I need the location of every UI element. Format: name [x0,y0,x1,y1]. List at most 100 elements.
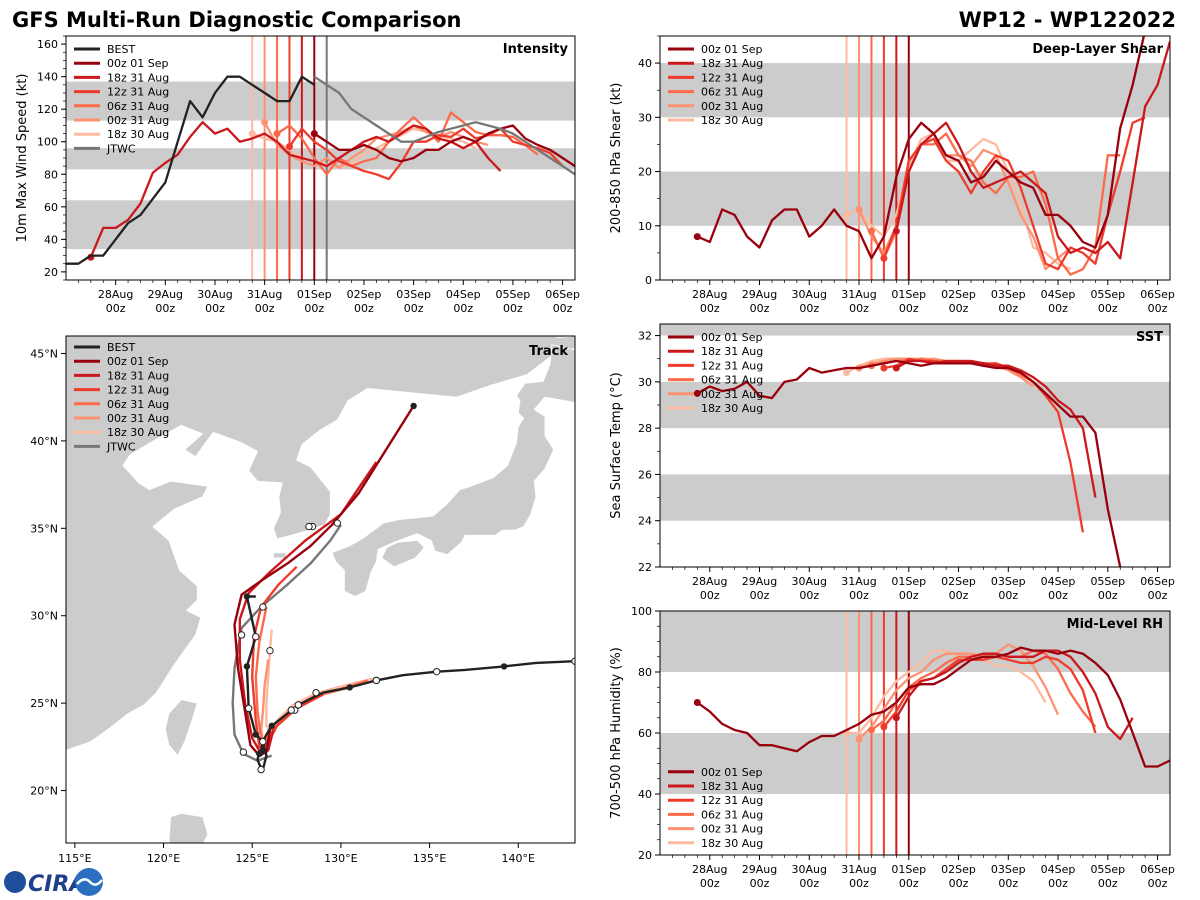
legend-label: 00z 01 Sep [107,355,169,368]
x-tick-label: 01Sep [891,575,926,588]
track-marker-open [237,631,246,639]
x-tick-sublabel: 00z [106,302,126,315]
x-tick-label: 30Aug [792,575,827,588]
threshold-band [66,148,575,170]
y-axis-label: 200-850 hPa Shear (kt) [609,83,624,234]
x-tick-label: 06Sep [1140,575,1175,588]
x-tick-sublabel: 00z [700,302,720,315]
x-tick-sublabel: 00z [899,589,919,602]
land-japan [331,344,575,597]
lon-tick-label: 125°E [235,852,268,865]
rh-panel: 2040608010028Aug00z29Aug00z30Aug00z31Aug… [609,605,1175,890]
x-tick-label: 04Sep [446,288,481,301]
x-tick-sublabel: 00z [899,877,919,890]
track-marker-open [333,519,342,527]
series-init-point [880,723,888,731]
x-tick-sublabel: 00z [799,302,819,315]
x-tick-sublabel: 00z [1048,589,1068,602]
track-marker-open [305,522,313,531]
legend-label: 00z 31 Aug [701,388,763,401]
lat-tick-label: 25°N [30,697,58,710]
lon-tick-label: 120°E [147,852,180,865]
plot-frame [659,323,1171,568]
map-frame [65,335,576,844]
series-init-point [693,389,701,397]
x-tick-label: 31Aug [841,575,876,588]
x-tick-sublabel: 00z [453,302,473,315]
series-init-point [867,726,875,734]
track-marker-open [372,676,381,685]
legend-label: 06z 31 Aug [701,374,763,387]
land-jeju [273,552,287,559]
lon-tick-label: 140°E [502,852,535,865]
y-tick-label: 80 [638,666,652,679]
track-marker-open [252,633,260,641]
x-tick-label: 28Aug [692,863,727,876]
legend-label: BEST [107,43,135,56]
threshold-band [66,81,575,121]
legend-label: 00z 31 Aug [701,823,763,836]
threshold-band [660,611,1170,672]
lat-tick-label: 30°N [30,610,58,623]
series-line [276,111,539,176]
threshold-band [660,171,1170,226]
series-init-point [855,206,863,214]
track-line [231,524,342,762]
lat-tick-label: 45°N [30,347,58,360]
legend-label: 00z 01 Sep [701,766,763,779]
legend-label: 12z 31 Aug [701,794,763,807]
x-tick-label: 02Sep [941,863,976,876]
legend-label: JTWC [106,142,136,155]
x-tick-sublabel: 00z [1148,302,1168,315]
y-tick-label: 80 [44,168,58,181]
y-tick-label: 100 [631,605,652,618]
track-marker-open [244,704,253,713]
x-tick-sublabel: 00z [750,302,770,315]
x-tick-sublabel: 00z [1148,589,1168,602]
lat-tick-label: 20°N [30,785,58,798]
x-tick-label: 29Aug [742,575,777,588]
x-tick-label: 04Sep [1041,575,1076,588]
series-init-point [273,130,281,138]
plot-area [660,611,1170,855]
x-tick-sublabel: 00z [1048,877,1068,890]
y-tick-label: 24 [638,515,652,528]
legend-label: 00z 31 Aug [701,100,763,113]
legend-label: 18z 30 Aug [701,114,763,127]
y-tick-label: 20 [638,849,652,862]
series-line [895,649,1134,741]
x-tick-sublabel: 00z [949,589,969,602]
series-init-point [693,699,701,706]
land-mainland [66,336,575,751]
x-tick-sublabel: 00z [1048,302,1068,315]
plot-area [660,36,1170,280]
x-tick-label: 29Aug [148,288,183,301]
legend-label: 18z 30 Aug [701,837,763,850]
legend-label: 06z 31 Aug [701,86,763,99]
track-marker-open [239,748,248,756]
x-tick-sublabel: 00z [503,302,523,315]
series-line [895,359,1097,498]
legend-label: 06z 31 Aug [107,398,169,411]
x-tick-label: 06Sep [1140,288,1175,301]
legend-label: 12z 31 Aug [107,86,169,99]
y-tick-label: 20 [638,166,652,179]
threshold-band [660,324,1170,336]
series-init-point [248,130,256,138]
series-init-point [843,211,851,219]
x-tick-label: 01Sep [891,288,926,301]
x-tick-label: 28Aug [98,288,133,301]
y-tick-label: 40 [638,57,652,70]
series-init-point [843,369,851,377]
plot-area [66,36,575,280]
track-marker-open [287,706,295,714]
storm-id: WP12 - WP122022 [959,8,1176,32]
x-tick-label: 28Aug [692,288,727,301]
x-tick-sublabel: 00z [998,302,1018,315]
x-tick-sublabel: 00z [849,302,869,315]
lon-tick-label: 115°E [58,852,91,865]
x-tick-label: 05Sep [1090,288,1125,301]
series-init-point [867,227,875,235]
y-tick-label: 40 [44,233,58,246]
track-panel: 115°E 120°E 125°E 130°E 135°E 140°E 20°N 25°N 30… [30,335,576,865]
